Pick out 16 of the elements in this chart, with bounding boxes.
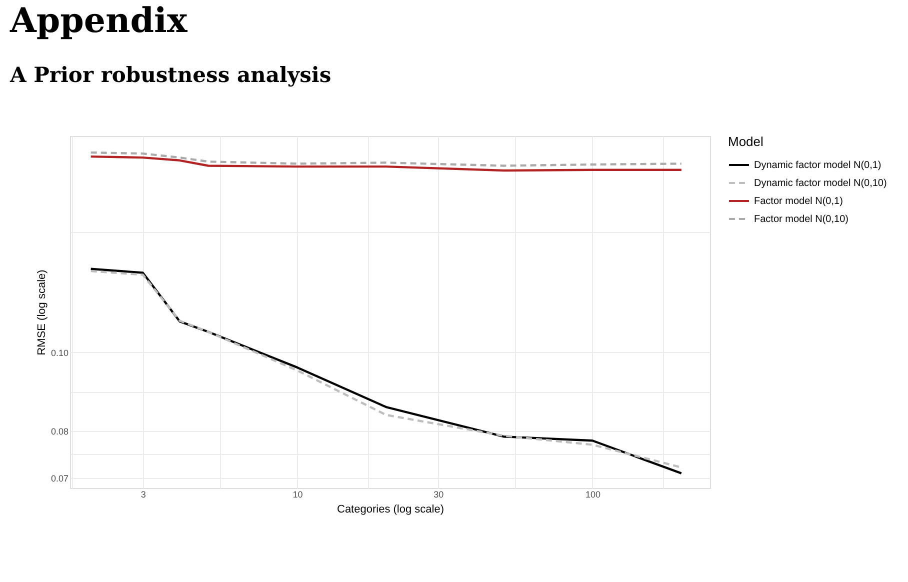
chart-title: Appendix [9, 1, 188, 41]
legend-label: Factor model N(0,1) [754, 196, 843, 207]
chart-subtitle: A Prior robustness analysis [9, 62, 332, 87]
y-axis-title: RMSE (log scale) [36, 270, 48, 356]
legend-label: Dynamic factor model N(0,1) [754, 160, 882, 171]
x-axis-title: Categories (log scale) [337, 504, 444, 516]
y-tick-label: 0.08 [50, 426, 68, 436]
legend-title: Model [728, 134, 764, 149]
legend-label: Dynamic factor model N(0,10) [754, 178, 887, 189]
y-tick-label: 0.10 [50, 348, 68, 358]
x-tick-label: 30 [434, 490, 444, 500]
y-tick-label: 0.07 [50, 473, 68, 484]
x-tick-label: 10 [292, 490, 303, 500]
x-tick-label: 3 [140, 490, 146, 500]
x-tick-label: 100 [585, 490, 601, 500]
legend-label: Factor model N(0,10) [754, 214, 848, 225]
